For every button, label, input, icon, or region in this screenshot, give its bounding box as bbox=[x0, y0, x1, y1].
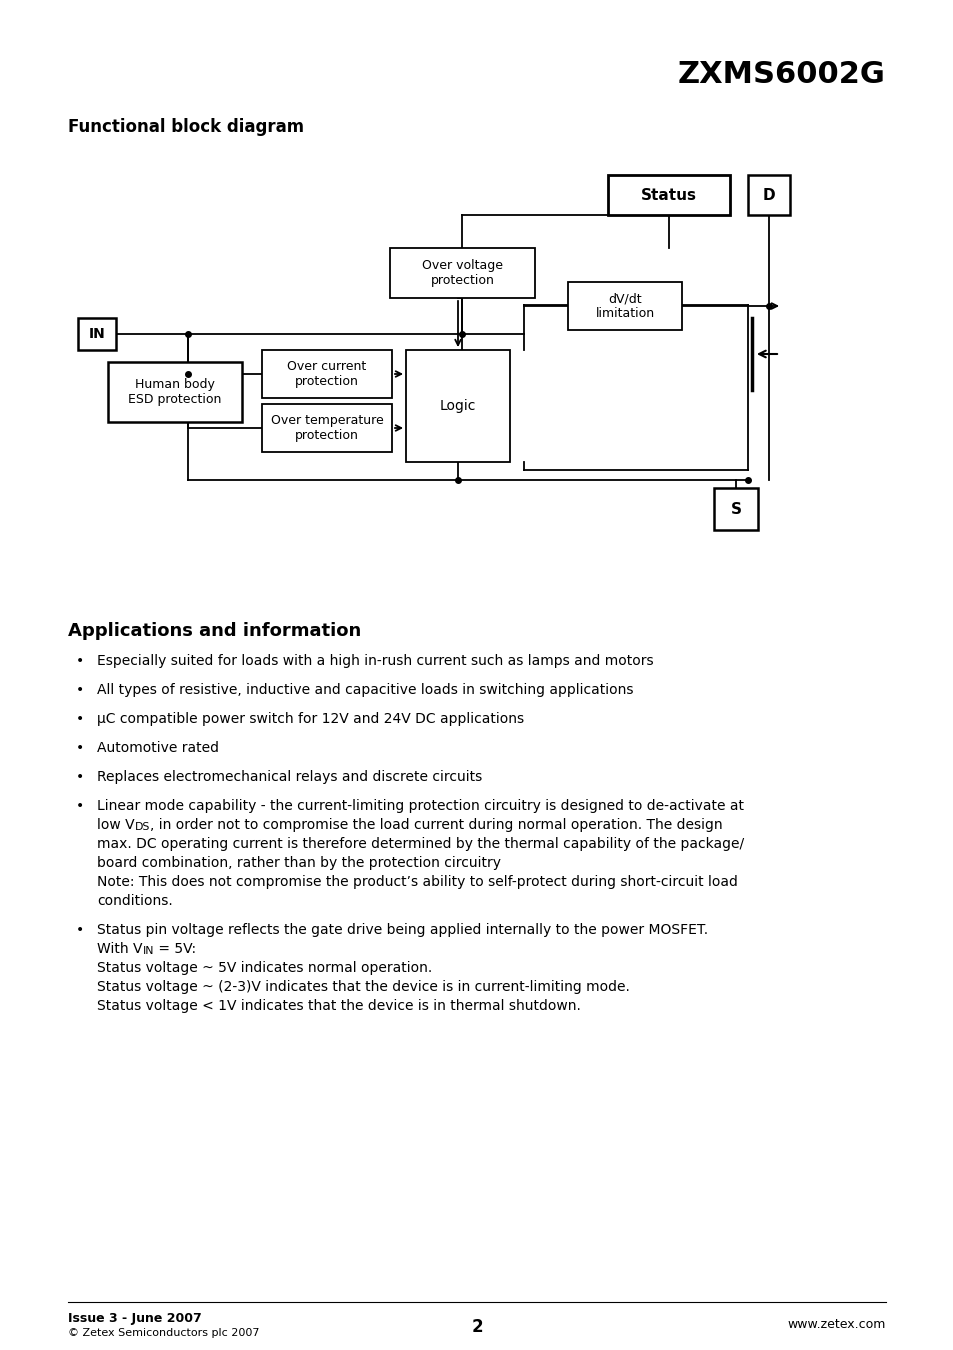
Text: S: S bbox=[730, 501, 740, 517]
Text: © Zetex Semiconductors plc 2007: © Zetex Semiconductors plc 2007 bbox=[68, 1328, 259, 1338]
Text: Especially suited for loads with a high in-rush current such as lamps and motors: Especially suited for loads with a high … bbox=[97, 653, 653, 668]
Text: •: • bbox=[76, 711, 84, 726]
Text: IN: IN bbox=[142, 945, 153, 956]
Text: Applications and information: Applications and information bbox=[68, 622, 361, 640]
Text: Status voltage ~ (2-3)V indicates that the device is in current-limiting mode.: Status voltage ~ (2-3)V indicates that t… bbox=[97, 980, 629, 994]
Text: D: D bbox=[761, 188, 775, 202]
Text: max. DC operating current is therefore determined by the thermal capability of t: max. DC operating current is therefore d… bbox=[97, 837, 743, 850]
Bar bbox=[262, 404, 392, 452]
Text: Functional block diagram: Functional block diagram bbox=[68, 117, 304, 136]
Text: 2: 2 bbox=[471, 1318, 482, 1336]
Bar bbox=[262, 350, 392, 398]
Text: Linear mode capability - the current-limiting protection circuitry is designed t: Linear mode capability - the current-lim… bbox=[97, 799, 743, 813]
Text: IN: IN bbox=[89, 327, 105, 342]
Text: Status voltage < 1V indicates that the device is in thermal shutdown.: Status voltage < 1V indicates that the d… bbox=[97, 999, 580, 1012]
Text: •: • bbox=[76, 769, 84, 784]
Bar bbox=[713, 487, 758, 531]
Text: μC compatible power switch for 12V and 24V DC applications: μC compatible power switch for 12V and 2… bbox=[97, 711, 523, 726]
Text: low V: low V bbox=[97, 818, 134, 832]
Text: •: • bbox=[76, 923, 84, 937]
Bar bbox=[108, 362, 242, 423]
Text: Issue 3 - June 2007: Issue 3 - June 2007 bbox=[68, 1312, 201, 1324]
Bar bbox=[406, 350, 510, 462]
Text: conditions.: conditions. bbox=[97, 894, 172, 909]
Text: Human body
ESD protection: Human body ESD protection bbox=[128, 378, 221, 406]
Text: Over voltage
protection: Over voltage protection bbox=[421, 259, 502, 288]
Bar bbox=[567, 282, 681, 329]
Text: Status: Status bbox=[640, 188, 697, 202]
Text: Logic: Logic bbox=[439, 400, 476, 413]
Text: Over temperature
protection: Over temperature protection bbox=[271, 414, 383, 441]
Text: Automotive rated: Automotive rated bbox=[97, 741, 219, 755]
Text: With V: With V bbox=[97, 942, 142, 956]
Text: www.zetex.com: www.zetex.com bbox=[787, 1318, 885, 1331]
Text: DS: DS bbox=[134, 822, 150, 832]
Text: = 5V:: = 5V: bbox=[153, 942, 196, 956]
Text: •: • bbox=[76, 653, 84, 668]
Bar bbox=[747, 176, 789, 215]
Bar bbox=[78, 319, 116, 350]
Bar bbox=[390, 248, 535, 298]
Text: Note: This does not compromise the product’s ability to self-protect during shor: Note: This does not compromise the produ… bbox=[97, 875, 737, 890]
Text: board combination, rather than by the protection circuitry: board combination, rather than by the pr… bbox=[97, 856, 500, 869]
Text: Replaces electromechanical relays and discrete circuits: Replaces electromechanical relays and di… bbox=[97, 769, 482, 784]
Text: IN: IN bbox=[142, 945, 153, 956]
Text: Over current
protection: Over current protection bbox=[287, 360, 366, 387]
Text: Status pin voltage reflects the gate drive being applied internally to the power: Status pin voltage reflects the gate dri… bbox=[97, 923, 707, 937]
Text: •: • bbox=[76, 741, 84, 755]
Text: •: • bbox=[76, 799, 84, 813]
Bar bbox=[607, 176, 729, 215]
Text: All types of resistive, inductive and capacitive loads in switching applications: All types of resistive, inductive and ca… bbox=[97, 683, 633, 697]
Text: DS: DS bbox=[134, 822, 150, 832]
Text: •: • bbox=[76, 683, 84, 697]
Text: ZXMS6002G: ZXMS6002G bbox=[678, 59, 885, 89]
Text: Status voltage ~ 5V indicates normal operation.: Status voltage ~ 5V indicates normal ope… bbox=[97, 961, 432, 975]
Text: dV/dt
limitation: dV/dt limitation bbox=[595, 292, 654, 320]
Text: , in order not to compromise the load current during normal operation. The desig: , in order not to compromise the load cu… bbox=[150, 818, 721, 832]
